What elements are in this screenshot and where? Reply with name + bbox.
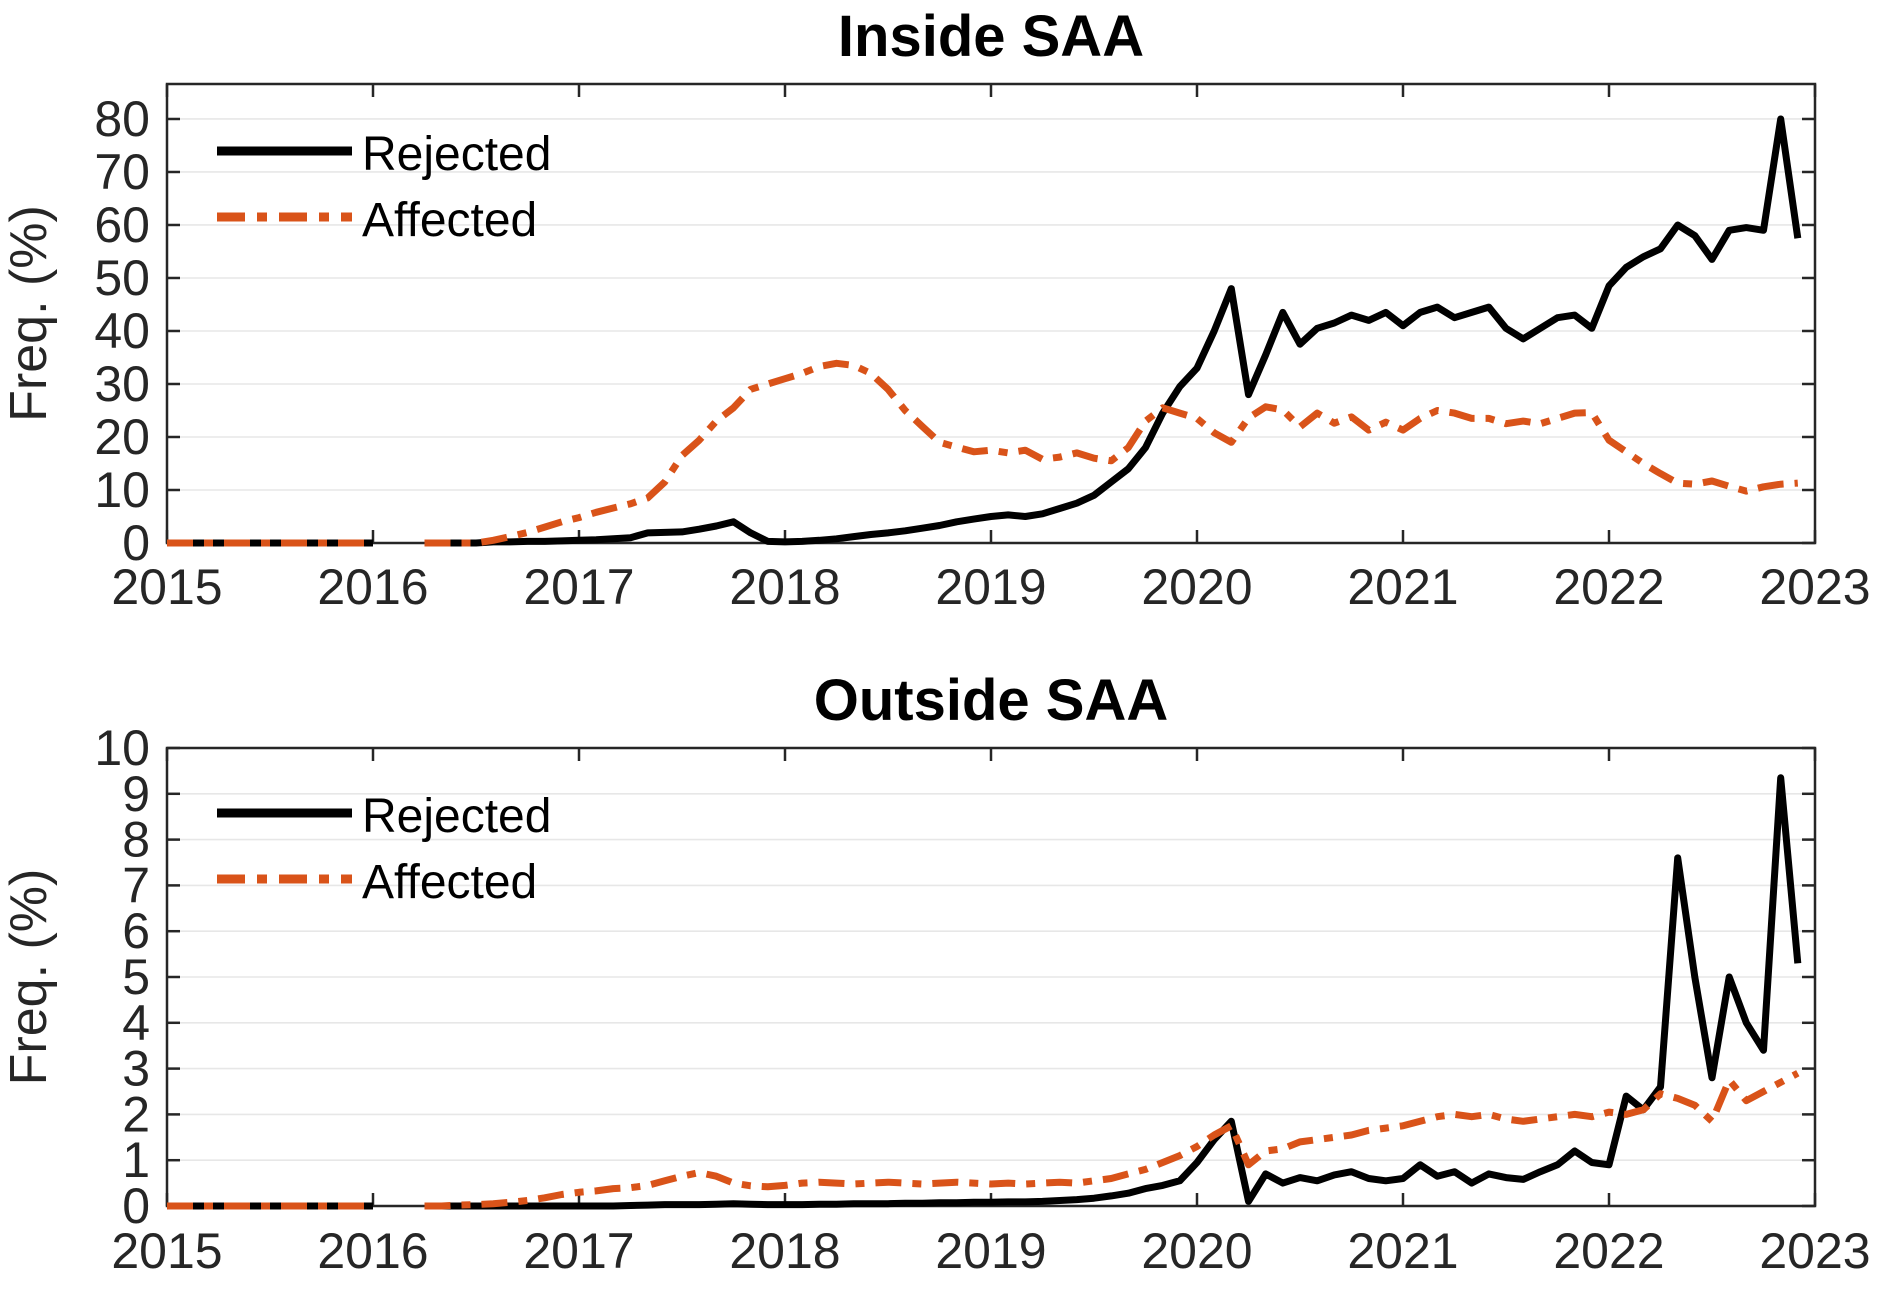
- chart-title: Inside SAA: [838, 4, 1144, 69]
- legend-label-rejected: Rejected: [362, 128, 551, 181]
- x-tick-label: 2016: [317, 1223, 428, 1279]
- y-tick-label: 9: [122, 766, 150, 822]
- legend-label-affected: Affected: [362, 194, 537, 247]
- x-tick-label: 2017: [523, 559, 634, 615]
- x-tick-label: 2018: [729, 559, 840, 615]
- y-tick-label: 40: [94, 303, 150, 359]
- y-tick-label: 4: [122, 995, 150, 1051]
- y-tick-label: 10: [94, 462, 150, 518]
- y-tick-label: 0: [122, 1178, 150, 1234]
- y-tick-label: 30: [94, 356, 150, 412]
- y-tick-label: 70: [94, 144, 150, 200]
- y-tick-label: 50: [94, 250, 150, 306]
- y-tick-label: 3: [122, 1041, 150, 1097]
- y-tick-label: 10: [94, 720, 150, 776]
- x-tick-label: 2022: [1553, 1223, 1664, 1279]
- chart-title: Outside SAA: [814, 668, 1169, 733]
- x-tick-label: 2015: [111, 559, 222, 615]
- y-tick-label: 1: [122, 1132, 150, 1188]
- legend-label-rejected: Rejected: [362, 790, 551, 843]
- y-tick-label: 2: [122, 1086, 150, 1142]
- x-tick-label: 2021: [1347, 559, 1458, 615]
- y-tick-label: 6: [122, 903, 150, 959]
- y-axis-label: Freq. (%): [0, 205, 58, 422]
- y-axis-label: Freq. (%): [0, 869, 58, 1086]
- x-tick-label: 2023: [1759, 1223, 1870, 1279]
- y-tick-label: 8: [122, 812, 150, 868]
- x-tick-label: 2017: [523, 1223, 634, 1279]
- x-tick-label: 2020: [1141, 559, 1252, 615]
- y-tick-label: 0: [122, 515, 150, 571]
- y-tick-label: 80: [94, 91, 150, 147]
- chart-inside-saa: Inside SAA 2015 2016 2017 2018 2019 2020 2021 20…: [0, 4, 1871, 615]
- x-tick-label: 2019: [935, 1223, 1046, 1279]
- x-tick-label: 2022: [1553, 559, 1664, 615]
- series-line-affected: [167, 359, 1799, 547]
- y-tick-label: 60: [94, 197, 150, 253]
- x-tick-label: 2023: [1759, 559, 1870, 615]
- x-tick-label: 2019: [935, 559, 1046, 615]
- series-line-affected: [167, 1070, 1800, 1210]
- y-tick-label: 7: [122, 857, 150, 913]
- x-tick-label: 2016: [317, 559, 428, 615]
- x-tick-label: 2021: [1347, 1223, 1458, 1279]
- x-tick-label: 2020: [1141, 1223, 1252, 1279]
- legend-label-affected: Affected: [362, 856, 537, 909]
- y-tick-label: 20: [94, 409, 150, 465]
- x-tick-label: 2018: [729, 1223, 840, 1279]
- y-tick-label: 5: [122, 949, 150, 1005]
- x-tick-label: 2015: [111, 1223, 222, 1279]
